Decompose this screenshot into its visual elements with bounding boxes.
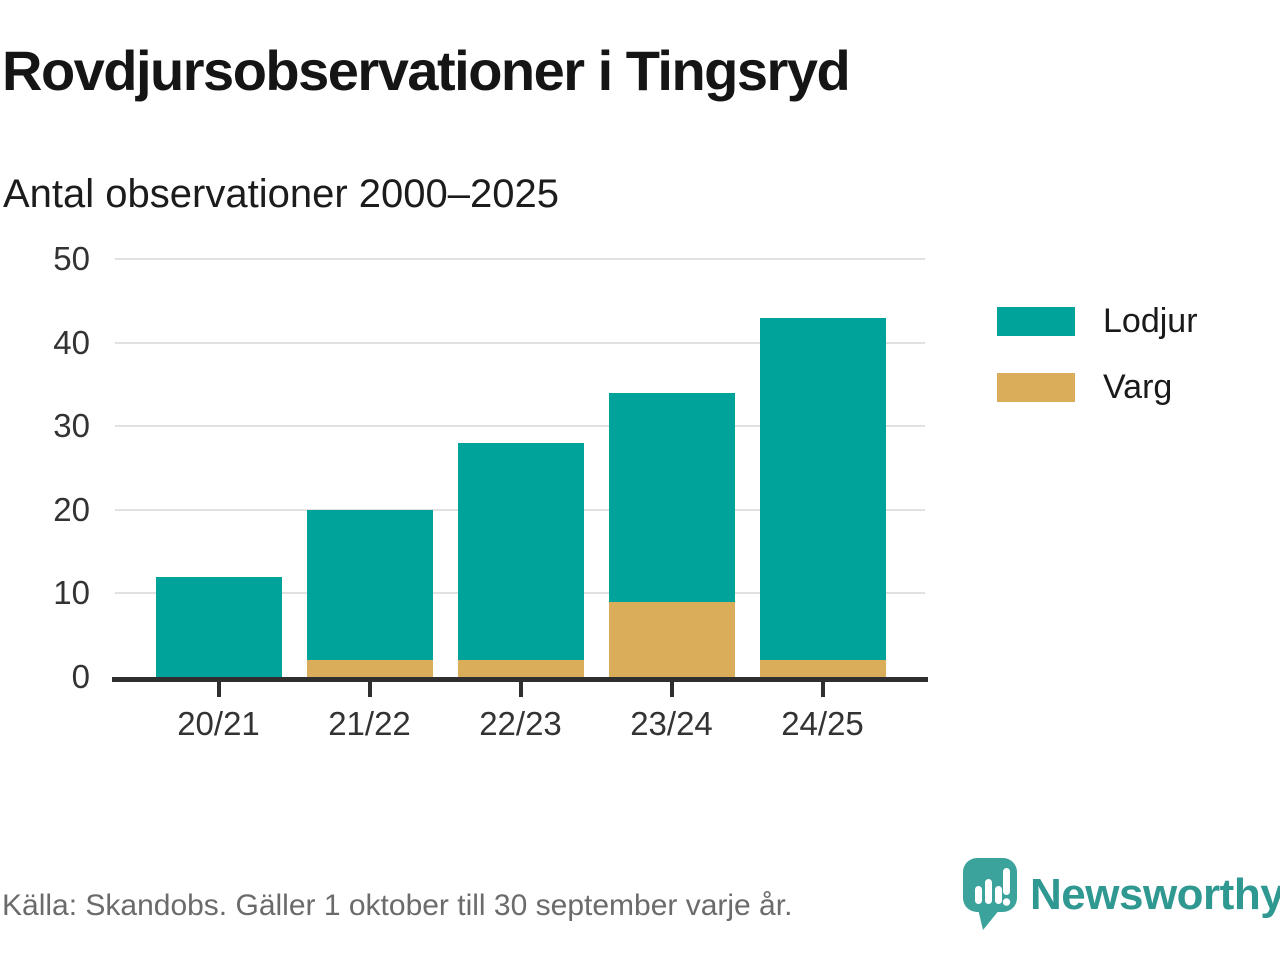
y-tick-label: 40 [53,323,90,361]
bar-segment-varg-21-22 [306,660,433,677]
bar-segment-lodjur-20-21 [155,576,282,677]
legend-swatch-varg [997,373,1075,402]
x-axis-tick [367,682,372,697]
bar-segment-lodjur-22-23 [457,442,584,661]
chart-subtitle: Antal observationer 2000–2025 [3,172,559,216]
x-axis-tick [518,682,523,697]
legend-item-varg: Varg [997,368,1198,407]
newsworthy-logo-icon [963,858,1017,930]
source-note: Källa: Skandobs. Gäller 1 oktober till 3… [2,889,793,922]
x-axis-tick [820,682,825,697]
bar-segment-lodjur-21-22 [306,509,433,661]
gridline-y-50 [115,258,925,260]
legend-label-varg: Varg [1103,368,1173,406]
newsworthy-wordmark: Newsworthy [1030,870,1280,919]
gridline-y-40 [115,341,925,344]
chart-title: Rovdjursobservationer i Tingsryd [2,39,851,102]
legend-item-lodjur: Lodjur [997,302,1198,341]
x-tick-label: 23/24 [630,705,713,742]
legend: Lodjur Varg [997,302,1198,434]
bar-segment-varg-24-25 [759,660,886,677]
gridline-y-30 [115,425,925,428]
bar-segment-varg-23-24 [608,601,735,677]
legend-label-lodjur: Lodjur [1103,302,1198,340]
bar-segment-lodjur-23-24 [608,392,735,602]
x-tick-label: 20/21 [177,705,260,742]
bar-segment-varg-22-23 [457,660,584,677]
x-axis-tick [216,682,221,697]
y-tick-label: 0 [71,658,90,695]
x-tick-label: 22/23 [479,705,562,742]
x-axis-tick [669,682,674,697]
y-tick-label: 20 [53,490,90,528]
y-tick-label: 10 [53,574,90,612]
x-tick-label: 21/22 [328,705,411,742]
x-tick-label: 24/25 [781,705,864,742]
y-tick-label: 30 [53,407,90,445]
y-tick-label: 50 [53,240,90,277]
legend-swatch-lodjur [997,307,1075,336]
x-axis-line [112,677,928,682]
bar-segment-lodjur-24-25 [759,317,886,661]
newsworthy-brand: Newsworthy [962,857,1280,937]
